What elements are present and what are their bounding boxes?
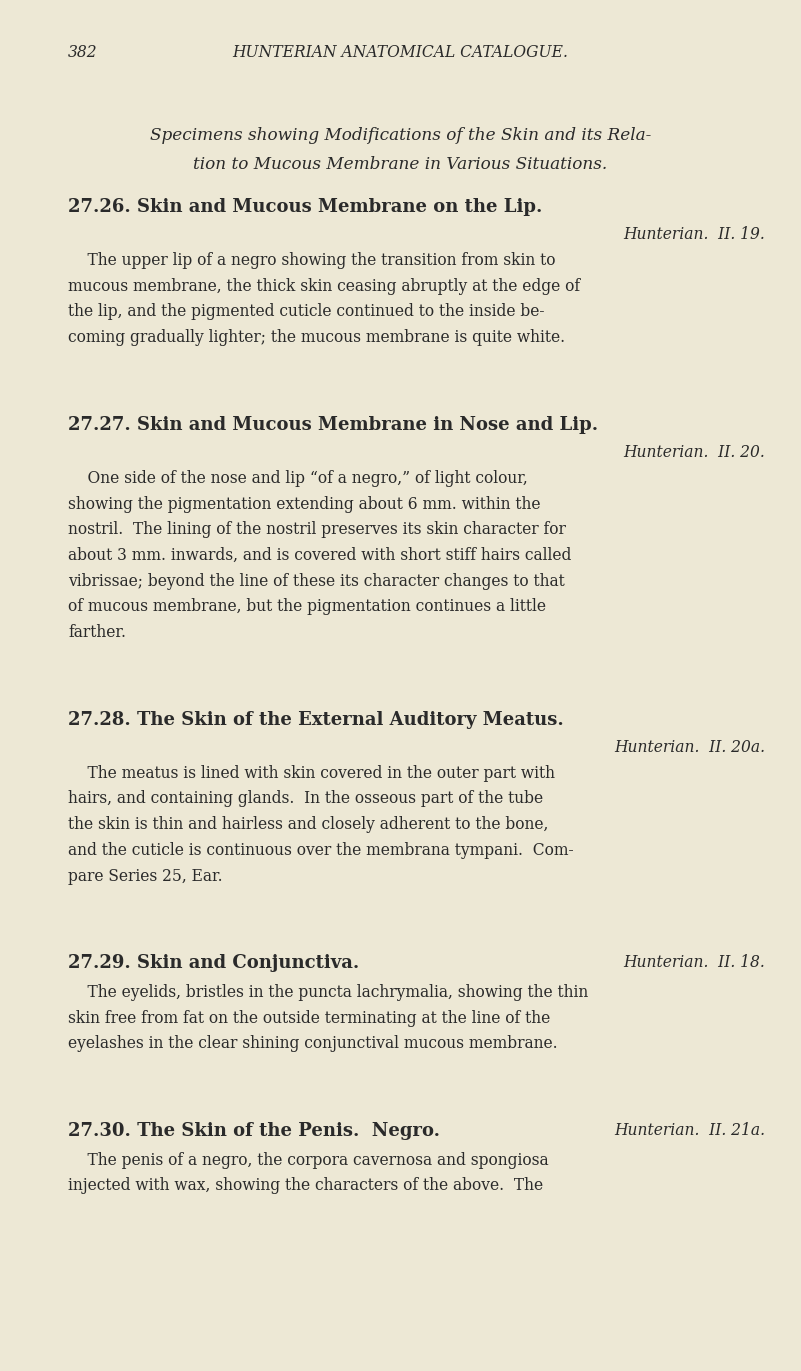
Text: The meatus is lined with skin covered in the outer part with: The meatus is lined with skin covered in…	[68, 765, 555, 781]
Text: 27.26. Skin and Mucous Membrane on the Lip.: 27.26. Skin and Mucous Membrane on the L…	[68, 197, 542, 217]
Text: the lip, and the pigmented cuticle continued to the inside be-: the lip, and the pigmented cuticle conti…	[68, 303, 545, 321]
Text: nostril.  The lining of the nostril preserves its skin character for: nostril. The lining of the nostril prese…	[68, 521, 566, 539]
Text: skin free from fat on the outside terminating at the line of the: skin free from fat on the outside termin…	[68, 1009, 550, 1027]
Text: of mucous membrane, but the pigmentation continues a little: of mucous membrane, but the pigmentation…	[68, 598, 546, 616]
Text: The upper lip of a negro showing the transition from skin to: The upper lip of a negro showing the tra…	[68, 252, 556, 269]
Text: HUNTERIAN ANATOMICAL CATALOGUE.: HUNTERIAN ANATOMICAL CATALOGUE.	[232, 44, 569, 60]
Text: coming gradually lighter; the mucous membrane is quite white.: coming gradually lighter; the mucous mem…	[68, 329, 566, 345]
Text: farther.: farther.	[68, 624, 126, 642]
Text: showing the pigmentation extending about 6 mm. within the: showing the pigmentation extending about…	[68, 495, 541, 513]
Text: Specimens showing Modifications of the Skin and its Rela-: Specimens showing Modifications of the S…	[150, 128, 651, 144]
Text: The penis of a negro, the corpora cavernosa and spongiosa: The penis of a negro, the corpora cavern…	[68, 1152, 549, 1168]
Text: injected with wax, showing the characters of the above.  The: injected with wax, showing the character…	[68, 1178, 543, 1194]
Text: and the cuticle is continuous over the membrana tympani.  Com-: and the cuticle is continuous over the m…	[68, 842, 574, 858]
Text: hairs, and containing glands.  In the osseous part of the tube: hairs, and containing glands. In the oss…	[68, 791, 543, 808]
Text: Hunterian.  II. 20.: Hunterian. II. 20.	[623, 444, 765, 461]
Text: 382: 382	[68, 44, 98, 60]
Text: the skin is thin and hairless and closely adherent to the bone,: the skin is thin and hairless and closel…	[68, 816, 549, 834]
Text: Hunterian.  II. 18.: Hunterian. II. 18.	[623, 954, 765, 972]
Text: Hunterian.  II. 20a.: Hunterian. II. 20a.	[614, 739, 765, 755]
Text: One side of the nose and lip “of a negro,” of light colour,: One side of the nose and lip “of a negro…	[68, 470, 528, 487]
Text: about 3 mm. inwards, and is covered with short stiff hairs called: about 3 mm. inwards, and is covered with…	[68, 547, 571, 563]
Text: mucous membrane, the thick skin ceasing abruptly at the edge of: mucous membrane, the thick skin ceasing …	[68, 278, 580, 295]
Text: tion to Mucous Membrane in Various Situations.: tion to Mucous Membrane in Various Situa…	[193, 156, 608, 173]
Text: 27.29. Skin and Conjunctiva.: 27.29. Skin and Conjunctiva.	[68, 954, 360, 972]
Text: Hunterian.  II. 19.: Hunterian. II. 19.	[623, 226, 765, 243]
Text: 27.30. The Skin of the Penis.  Negro.: 27.30. The Skin of the Penis. Negro.	[68, 1121, 440, 1141]
Text: pare Series 25, Ear.: pare Series 25, Ear.	[68, 868, 223, 884]
Text: vibrissae; beyond the line of these its character changes to that: vibrissae; beyond the line of these its …	[68, 573, 565, 590]
Text: eyelashes in the clear shining conjunctival mucous membrane.: eyelashes in the clear shining conjuncti…	[68, 1035, 557, 1053]
Text: The eyelids, bristles in the puncta lachrymalia, showing the thin: The eyelids, bristles in the puncta lach…	[68, 984, 589, 1001]
Text: 27.28. The Skin of the External Auditory Meatus.: 27.28. The Skin of the External Auditory…	[68, 710, 564, 729]
Text: 27.27. Skin and Mucous Membrane in Nose and Lip.: 27.27. Skin and Mucous Membrane in Nose …	[68, 415, 598, 433]
Text: Hunterian.  II. 21a.: Hunterian. II. 21a.	[614, 1121, 765, 1139]
